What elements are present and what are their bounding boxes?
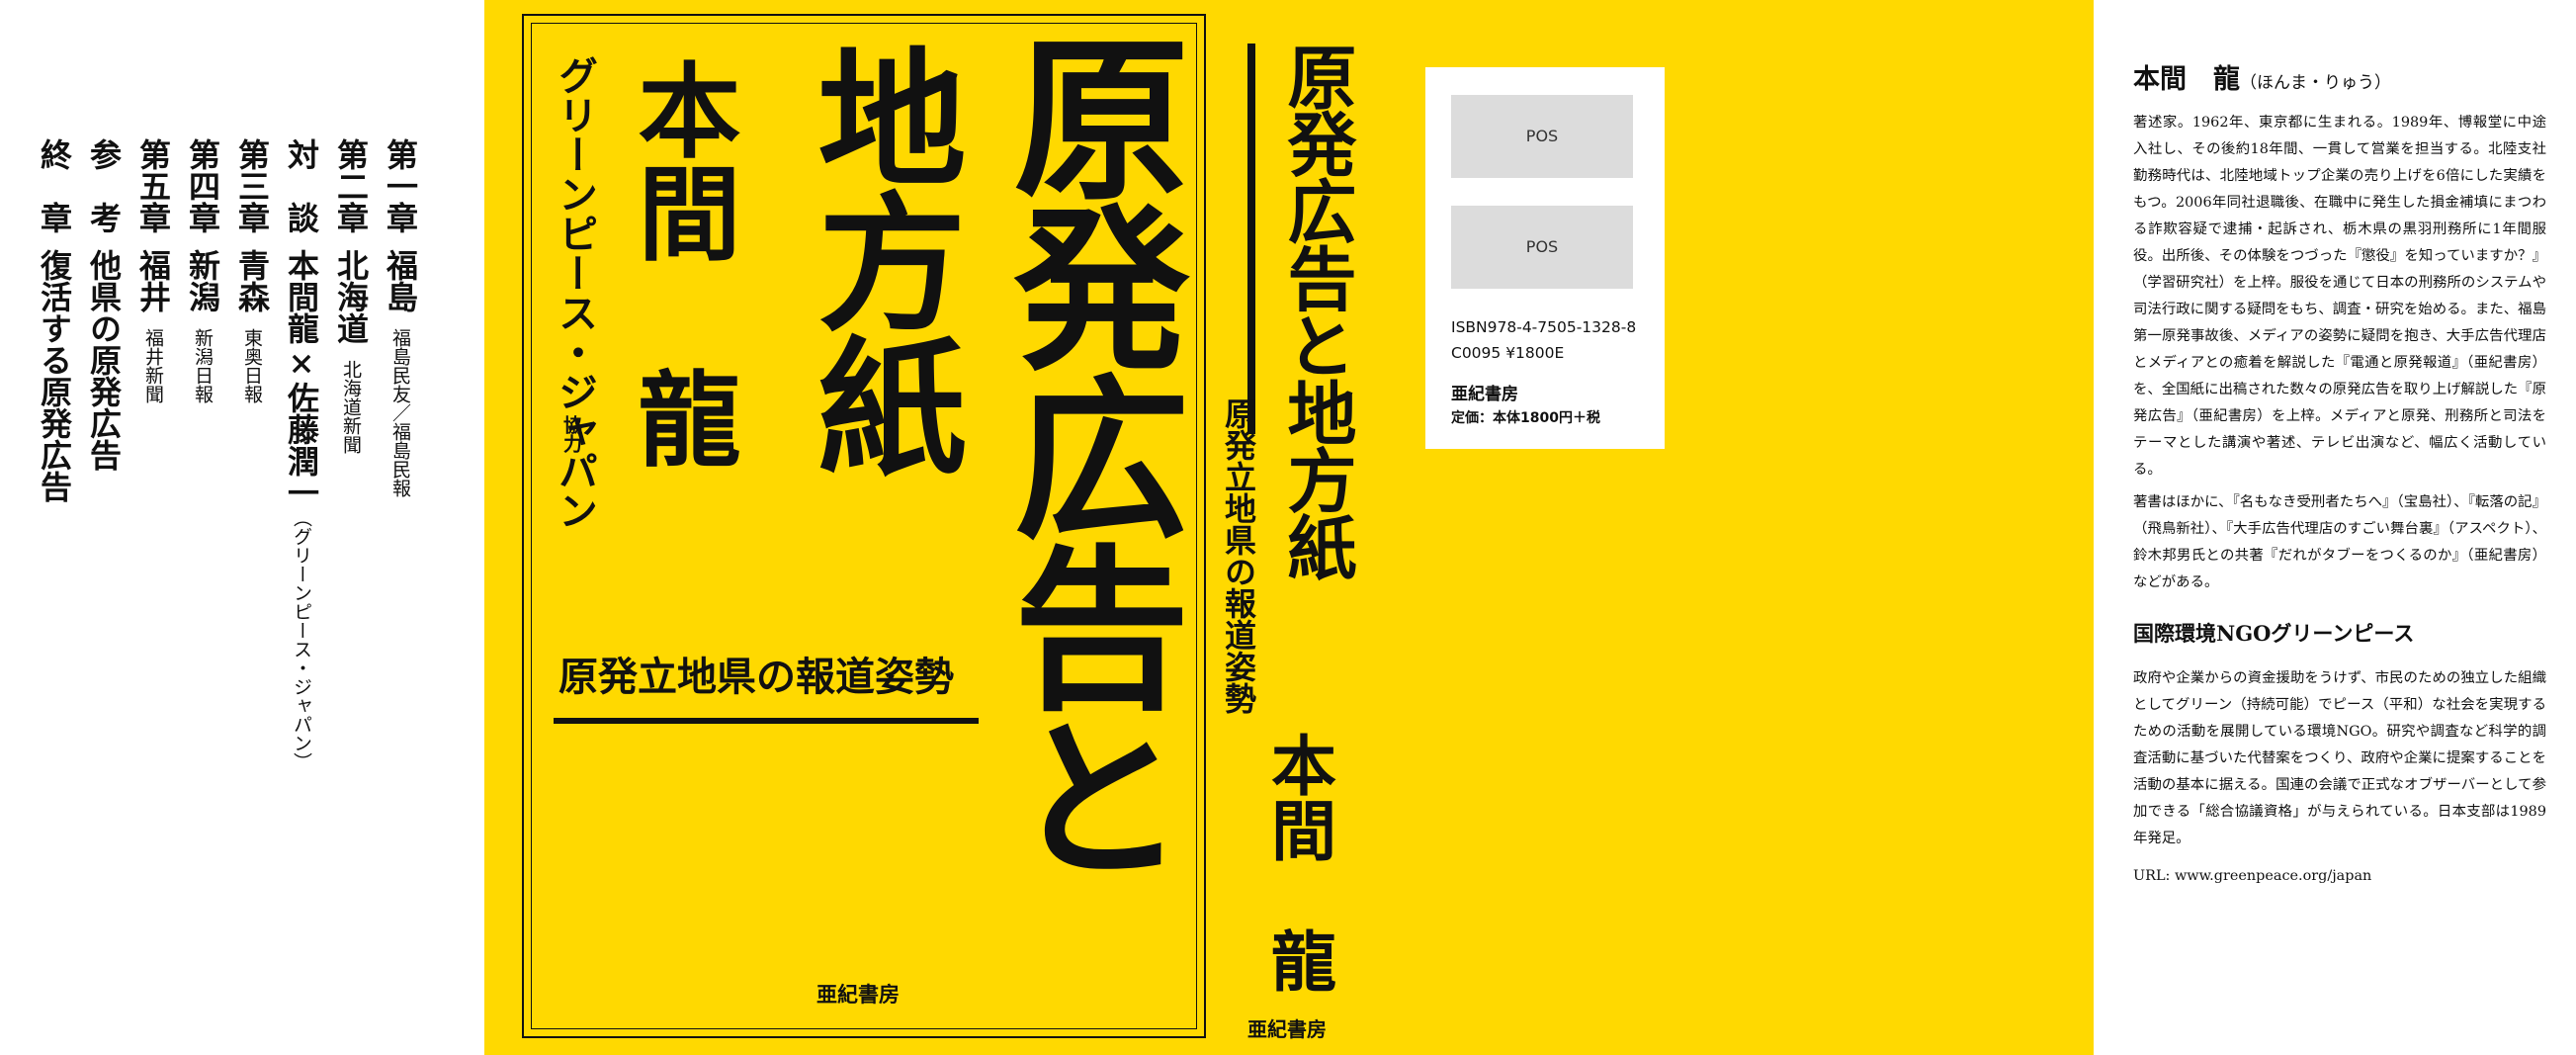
toc-label: 対 談 [283, 138, 320, 233]
front-author: 本間 龍 [620, 57, 741, 469]
cover-background [484, 0, 2094, 1055]
toc-title: 他県の原発広告 [85, 249, 123, 471]
toc-chapter-2: 第二章北海道北海道新聞 [331, 138, 371, 454]
spine-subtitle: 原発立地県の報道姿勢 [1220, 397, 1257, 714]
toc-title: 新潟 [184, 249, 221, 312]
pos-barcode-1: POS [1451, 95, 1633, 178]
front-publisher: 亜紀書房 [816, 983, 900, 1007]
front-subtitle-rule [554, 718, 979, 724]
spine-author: 本間 龍 [1260, 732, 1337, 993]
front-cooperation: グリーンピース・ジャパン [552, 55, 597, 530]
front-title-sub: 地方紙 [793, 42, 967, 475]
author-works: 著書はほかに、『名もなき受刑者たちへ』（宝島社）、『転落の記』（飛鳥新社）、『大… [2133, 494, 2546, 590]
toc-label: 第五章 [134, 138, 172, 233]
toc-title: 福井 [134, 249, 172, 312]
org-url: URL: www.greenpeace.org/japan [2133, 868, 2372, 884]
barcode-label: POS POS ISBN978-4-7505-1328-8 C0095 ¥180… [1425, 67, 1665, 449]
toc-taidan: 対 談本間龍×佐藤潤一（グリーンピース・ジャパン） [282, 138, 321, 771]
toc-newspaper: （グリーンピース・ジャパン） [291, 508, 312, 771]
toc-label: 第二章 [332, 138, 370, 233]
isbn: ISBN978-4-7505-1328-8 [1451, 318, 1637, 336]
toc-label: 終 章 [36, 138, 73, 233]
front-cooperation-label: 協力 [560, 415, 582, 453]
spine-publisher: 亜紀書房 [1247, 1017, 1327, 1041]
spine-bar [1247, 44, 1255, 434]
author-bio: 著述家。1962年、東京都に生まれる。1989年、博報堂に中途入社し、その後約1… [2133, 115, 2546, 478]
toc-chapter-4: 第四章新潟新潟日報 [183, 138, 222, 403]
org-description: 政府や企業からの資金援助をうけず、市民のための独立した組織としてグリーン（持続可… [2133, 670, 2546, 846]
toc-chapter-1: 第一章福島福島民友／福島民報 [381, 138, 420, 497]
author-name-text: 本間 龍 [2133, 64, 2240, 95]
toc-newspaper: 新潟日報 [192, 328, 214, 403]
front-subtitle: 原発立地県の報道姿勢 [558, 654, 954, 700]
author-reading: （ほんま・りゅう） [2240, 73, 2391, 93]
label-publisher: 亜紀書房 [1451, 385, 1518, 404]
toc-reference: 参 考他県の原発広告 [84, 138, 124, 471]
author-name: 本間 龍（ほんま・りゅう） [2133, 57, 2546, 96]
toc-label: 第一章 [382, 138, 419, 233]
spine-title: 原発広告と地方紙 [1276, 42, 1358, 579]
toc-label: 第四章 [184, 138, 221, 233]
label-price: 定価：本体1800円＋税 [1451, 410, 1600, 426]
toc-chapter-3: 第三章青森東奥日報 [232, 138, 272, 403]
pos-barcode-2: POS [1451, 206, 1633, 289]
toc-title: 福島 [382, 249, 419, 312]
toc-newspaper: 東奥日報 [241, 328, 263, 403]
toc-final-chapter: 終 章復活する原発広告 [35, 138, 74, 502]
toc-title: 北海道 [332, 249, 370, 344]
toc-label: 第三章 [233, 138, 271, 233]
toc-newspaper: 福島民友／福島民報 [389, 328, 411, 497]
toc-newspaper: 北海道新聞 [340, 360, 362, 454]
org-title: 国際環境NGOグリーンピース [2133, 621, 2415, 646]
toc-label: 参 考 [85, 138, 123, 233]
author-profile: 本間 龍（ほんま・りゅう） 著述家。1962年、東京都に生まれる。1989年、博… [2133, 57, 2546, 884]
toc-title: 復活する原発広告 [36, 249, 73, 502]
front-cover-frame [522, 14, 1206, 1038]
front-cover-inner-frame [531, 23, 1197, 1029]
toc-chapter-5: 第五章福井福井新聞 [133, 138, 173, 403]
toc-title: 青森 [233, 249, 271, 312]
classification-code: C0095 ¥1800E [1451, 344, 1565, 362]
toc-newspaper: 福井新聞 [142, 328, 164, 403]
toc-title: 本間龍×佐藤潤一 [283, 249, 320, 508]
front-title-main: 原発広告と [985, 28, 1191, 878]
